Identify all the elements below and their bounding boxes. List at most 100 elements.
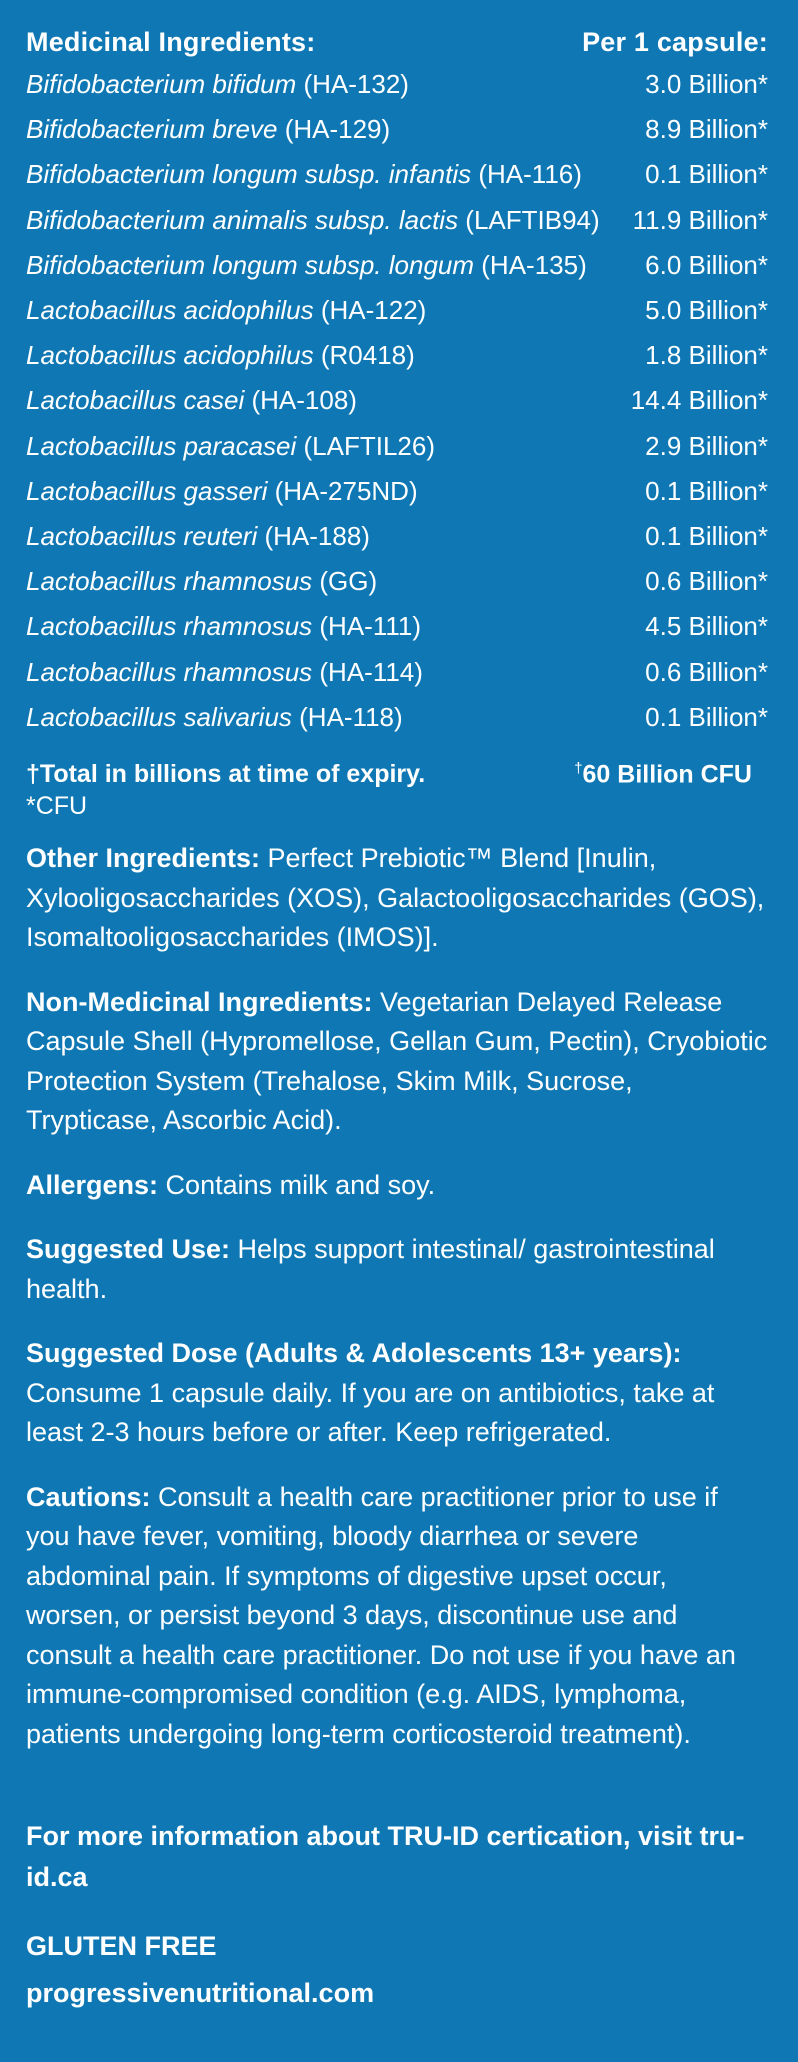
ingredient-species: Lactobacillus reuteri (26, 521, 258, 552)
suggested-use-label: Suggested Use: (26, 1234, 231, 1265)
suggested-dose-text: Consume 1 capsule daily. If you are on a… (26, 1377, 715, 1448)
total-label: †Total in billions at time of expiry. (26, 760, 426, 789)
ingredient-species: Bifidobacterium animalis subsp. lactis (26, 204, 459, 235)
ingredient-row: Lactobacillus acidophilus (HA-122) 5.0 Bi… (26, 288, 768, 333)
ingredient-name: Lactobacillus rhamnosus (HA-114) (26, 650, 423, 695)
ingredient-amount: 0.1 Billion* (645, 701, 768, 732)
ingredient-species: Bifidobacterium bifidum (26, 69, 297, 99)
ingredient-row: Lactobacillus casei (HA-108) 14.4 Billion… (26, 378, 768, 423)
ingredient-species: Lactobacillus rhamnosus (26, 656, 313, 687)
ingredient-strain: (HA-118) (291, 701, 403, 732)
ingredient-name: Bifidobacterium breve (HA-129) (26, 107, 390, 152)
ingredient-amount: 6.0 Billion* (645, 249, 768, 280)
allergens-text: Contains milk and soy. (158, 1169, 436, 1200)
ingredient-amount: 4.5 Billion* (645, 611, 768, 642)
allergens-label: Allergens: (26, 1169, 159, 1200)
ingredient-row: Bifidobacterium longum subsp. infantis (… (26, 152, 768, 197)
ingredient-name: Lactobacillus salivarius (HA-118) (26, 695, 403, 740)
ingredient-species: Lactobacillus salivarius (26, 701, 292, 732)
other-ingredients: Other Ingredients: Perfect Prebiotic™ Bl… (26, 839, 768, 958)
ingredient-species: Bifidobacterium longum subsp. infantis (26, 159, 472, 190)
non-medicinal-ingredients: Non-Medicinal Ingredients: Vegetarian De… (26, 983, 768, 1141)
ingredient-name: Lactobacillus casei (HA-108) (26, 378, 357, 423)
ingredient-name: Bifidobacterium animalis subsp. lactis (… (26, 198, 600, 243)
ingredient-amount: 1.8 Billion* (645, 340, 768, 371)
ingredient-row: Bifidobacterium breve (HA-129) 8.9 Billio… (26, 107, 768, 152)
more-info: For more information about TRU-ID certic… (26, 1821, 745, 1893)
ingredient-strain: (HA-122) (313, 295, 427, 326)
ingredient-amount: 14.4 Billion* (630, 385, 768, 416)
ingredient-row: Bifidobacterium longum subsp. longum (HA… (26, 243, 768, 288)
allergens: Allergens: Contains milk and soy. (26, 1166, 768, 1206)
ingredient-amount: 0.6 Billion* (645, 566, 768, 597)
ingredient-strain: (HA-132) (296, 69, 409, 99)
ingredient-strain: (HA-129) (277, 114, 391, 145)
ingredient-strain: (HA-108) (244, 385, 357, 416)
cfu-note: *CFU (26, 792, 88, 821)
ingredient-amount: 0.1 Billion* (645, 475, 768, 506)
ingredient-row: Lactobacillus salivarius (HA-118) 0.1 Bil… (26, 695, 768, 740)
non-medicinal-text: Vegetarian Delayed Release Capsule Shell… (26, 986, 768, 1136)
ingredient-strain: (GG) (312, 566, 378, 597)
ingredient-name: Bifidobacterium longum subsp. infantis (… (26, 152, 582, 197)
ingredients-header: Medicinal Ingredients: Per 1 capsule: (26, 22, 768, 62)
other-ingredients-text: Perfect Prebiotic™ Blend [Inulin, Xylool… (26, 843, 765, 953)
ingredient-species: Bifidobacterium longum subsp. longum (26, 249, 475, 280)
total-dagger: † (574, 760, 583, 778)
ingredient-row: Lactobacillus rhamnosus (GG) 0.6 Billion* (26, 559, 768, 604)
total-value-wrap: †60 Billion CFU (574, 752, 752, 791)
ingredient-name: Bifidobacterium longum subsp. longum (HA… (26, 243, 587, 288)
ingredient-name: Lactobacillus reuteri (HA-188) (26, 514, 370, 559)
ingredient-amount: 3.0 Billion* (645, 69, 768, 99)
total-value: 60 Billion CFU (582, 760, 752, 789)
ingredient-amount: 11.9 Billion* (632, 204, 768, 235)
ingredient-strain: (HA-188) (257, 521, 370, 552)
ingredient-species: Lactobacillus rhamnosus (26, 611, 313, 642)
ingredient-strain: (HA-275ND) (267, 475, 418, 506)
ingredient-species: Lactobacillus casei (26, 385, 245, 416)
non-medicinal-label: Non-Medicinal Ingredients: (26, 986, 373, 1017)
ingredient-name: Lactobacillus acidophilus (HA-122) (26, 288, 426, 333)
cautions: Cautions: Consult a health care practiti… (26, 1478, 768, 1755)
ingredient-strain: (HA-135) (474, 249, 587, 280)
cautions-label: Cautions: (26, 1481, 151, 1512)
other-ingredients-label: Other Ingredients: (26, 843, 261, 874)
ingredient-row: Lactobacillus acidophilus (R0418) 1.8 Bil… (26, 333, 768, 378)
ingredient-name: Lactobacillus rhamnosus (HA-111) (26, 604, 421, 649)
ingredient-amount: 5.0 Billion* (645, 295, 768, 326)
suggested-use-text: Helps support intestinal/ gastrointestin… (26, 1234, 715, 1304)
total-row: †Total in billions at time of expiry. †6… (26, 752, 768, 791)
ingredient-row: Lactobacillus rhamnosus (HA-111) 4.5 Bill… (26, 604, 768, 649)
ingredient-species: Lactobacillus acidophilus (26, 340, 314, 371)
ingredient-row: Lactobacillus paracasei (LAFTIL26) 2.9 Bi… (26, 424, 768, 469)
ingredient-name: Lactobacillus gasseri (HA-275ND) (26, 469, 418, 514)
ingredient-amount: 0.6 Billion* (645, 656, 768, 687)
ingredient-name: Lactobacillus rhamnosus (GG) (26, 559, 377, 604)
ingredient-strain: (R0418) (313, 340, 415, 371)
cautions-text: Consult a health care practitioner prior… (26, 1481, 736, 1749)
ingredient-row: Bifidobacterium animalis subsp. lactis (… (26, 198, 768, 243)
suggested-use: Suggested Use: Helps support intestinal/… (26, 1230, 768, 1309)
ingredient-species: Lactobacillus gasseri (26, 475, 268, 506)
ingredients-title: Medicinal Ingredients: (26, 27, 316, 57)
ingredient-species: Lactobacillus acidophilus (26, 295, 314, 326)
ingredient-row: Bifidobacterium bifidum (HA-132) 3.0 Bill… (26, 62, 768, 107)
ingredient-list: Bifidobacterium bifidum (HA-132) 3.0 Bill… (26, 62, 768, 740)
ingredient-species: Bifidobacterium breve (26, 114, 278, 145)
ingredient-name: Lactobacillus acidophilus (R0418) (26, 333, 415, 378)
ingredient-row: Lactobacillus gasseri (HA-275ND) 0.1 Bill… (26, 469, 768, 514)
ingredient-species: Lactobacillus paracasei (26, 430, 297, 461)
ingredient-amount: 2.9 Billion* (645, 430, 768, 461)
ingredient-name: Bifidobacterium bifidum (HA-132) (26, 62, 409, 107)
ingredient-strain: (LAFTIB94) (458, 204, 600, 235)
ingredient-strain: (LAFTIL26) (296, 430, 436, 461)
per-capsule-label: Per 1 capsule: (582, 27, 768, 57)
ingredient-amount: 0.1 Billion* (645, 159, 768, 190)
suggested-dose-label: Suggested Dose (Adults & Adolescents 13+… (26, 1338, 682, 1369)
ingredient-strain: (HA-114) (312, 656, 423, 687)
ingredient-name: Lactobacillus paracasei (LAFTIL26) (26, 424, 435, 469)
gluten-free-label: GLUTEN FREE (26, 1931, 217, 1962)
website-link[interactable]: progressivenutritional.com (26, 1978, 375, 2009)
ingredient-species: Lactobacillus rhamnosus (26, 566, 313, 597)
